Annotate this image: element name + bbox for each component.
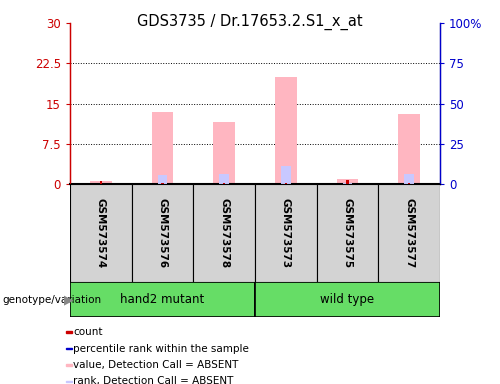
Bar <box>90 181 112 184</box>
Bar <box>398 114 420 184</box>
Bar <box>404 174 414 184</box>
Bar <box>158 175 168 184</box>
Bar <box>152 112 174 184</box>
Bar <box>316 184 378 282</box>
Bar <box>161 183 164 184</box>
Text: GSM573575: GSM573575 <box>342 198 352 268</box>
Text: GSM573576: GSM573576 <box>158 198 168 268</box>
Bar <box>70 282 255 317</box>
Bar <box>66 331 71 333</box>
Bar <box>70 184 132 282</box>
Text: wild type: wild type <box>320 293 374 306</box>
Bar <box>214 122 235 184</box>
Bar <box>66 348 71 349</box>
Bar <box>100 181 102 184</box>
Text: GSM573578: GSM573578 <box>219 198 229 268</box>
Bar <box>281 166 290 184</box>
Bar <box>132 184 194 282</box>
Text: genotype/variation: genotype/variation <box>2 295 102 305</box>
Bar <box>255 184 316 282</box>
Text: ▶: ▶ <box>64 293 73 306</box>
Bar <box>66 381 71 382</box>
Bar <box>336 179 358 184</box>
Bar <box>284 183 287 184</box>
Text: count: count <box>74 327 103 337</box>
Bar <box>275 77 296 184</box>
Bar <box>194 184 255 282</box>
Bar <box>408 183 410 184</box>
Text: hand2 mutant: hand2 mutant <box>120 293 204 306</box>
Bar <box>223 183 226 184</box>
Text: GSM573573: GSM573573 <box>281 198 291 268</box>
Bar <box>342 183 352 184</box>
Bar <box>220 174 229 184</box>
Bar <box>255 282 440 317</box>
Bar <box>378 184 440 282</box>
Text: GSM573577: GSM573577 <box>404 198 414 268</box>
Text: GDS3735 / Dr.17653.2.S1_x_at: GDS3735 / Dr.17653.2.S1_x_at <box>137 13 363 30</box>
Text: rank, Detection Call = ABSENT: rank, Detection Call = ABSENT <box>74 376 234 384</box>
Text: value, Detection Call = ABSENT: value, Detection Call = ABSENT <box>74 360 238 370</box>
Bar <box>66 364 71 366</box>
Bar <box>346 180 349 184</box>
Text: percentile rank within the sample: percentile rank within the sample <box>74 344 249 354</box>
Text: GSM573574: GSM573574 <box>96 198 106 268</box>
